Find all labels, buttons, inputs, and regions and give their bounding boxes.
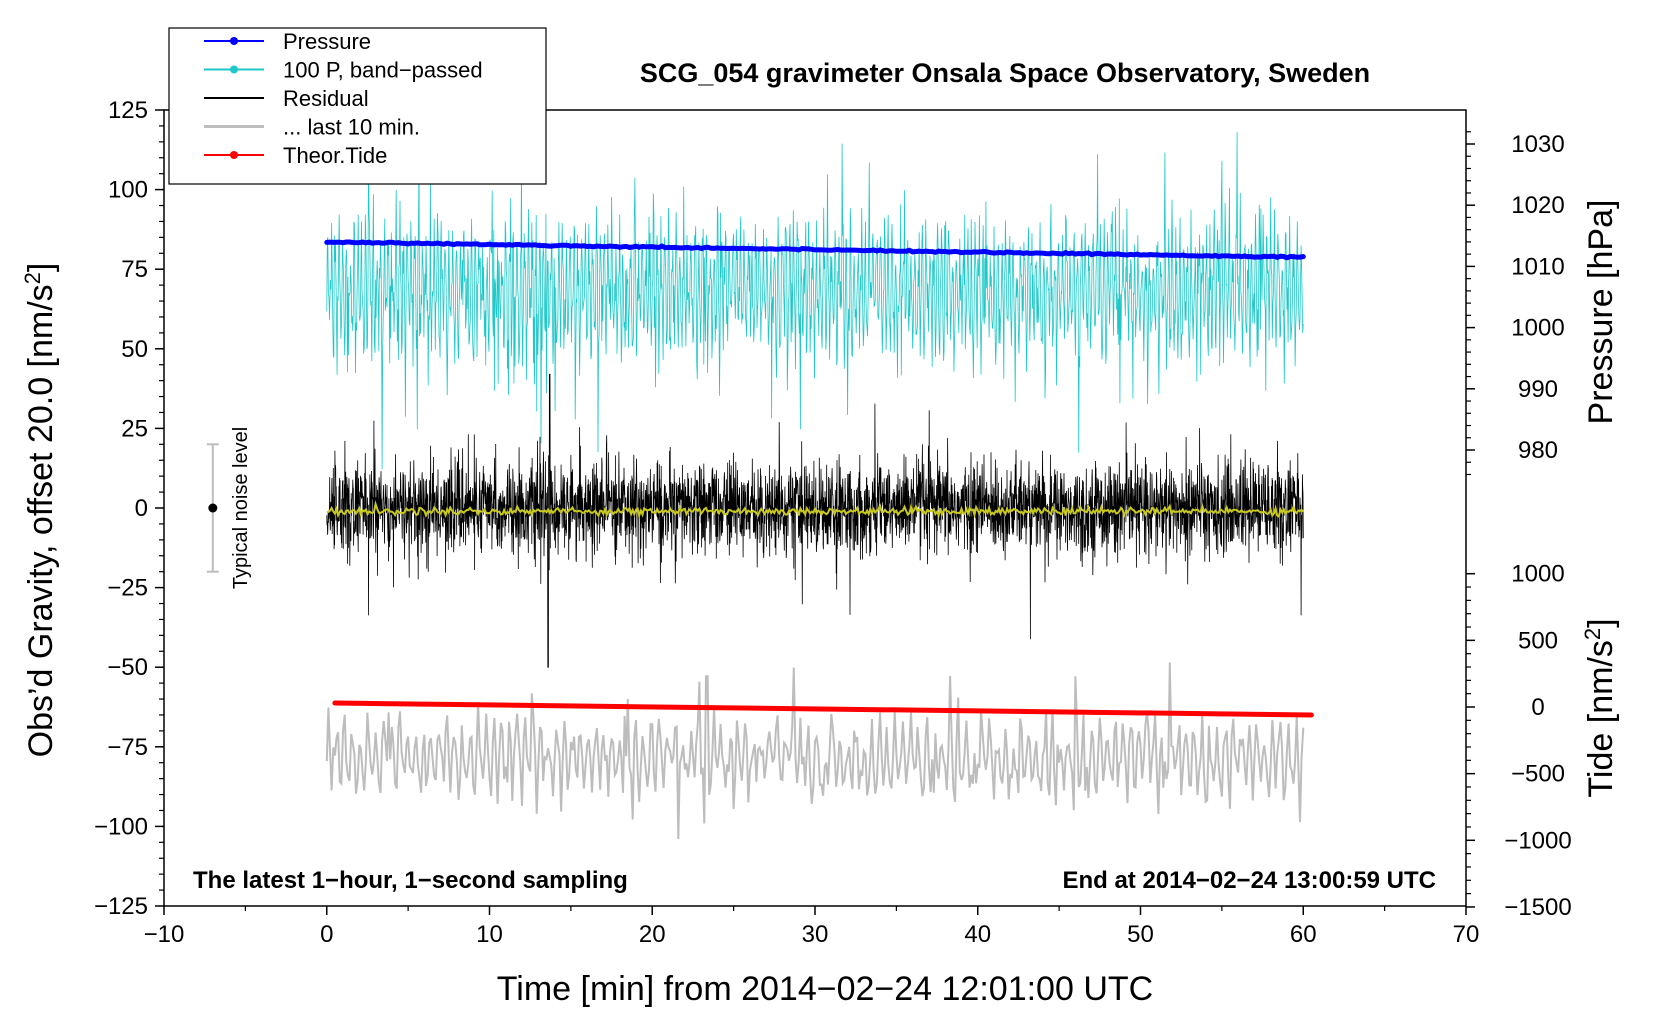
- noise-dot: [208, 503, 218, 513]
- tide-tick-label: −1500: [1504, 894, 1571, 921]
- annotation-sampling: The latest 1−hour, 1−second sampling: [193, 867, 628, 894]
- series-last-10-min: [325, 662, 1305, 840]
- x-tick-label: 30: [802, 921, 829, 948]
- y-tick-label: 125: [108, 97, 148, 124]
- chart-title: SCG_054 gravimeter Onsala Space Observat…: [640, 58, 1370, 88]
- tide-tick-label: 500: [1518, 627, 1558, 654]
- y-tick-label: −125: [94, 893, 148, 920]
- legend-label: ... last 10 min.: [283, 115, 420, 140]
- pressure-tick-label: 1030: [1511, 131, 1564, 158]
- y-tick-label: −50: [107, 654, 148, 681]
- series-residual-smoothed: [326, 500, 1305, 520]
- series-bandpassed-pressure: [326, 132, 1304, 470]
- legend-marker: [230, 65, 238, 74]
- data-layer: [324, 132, 1314, 840]
- annotation-end-time: End at 2014−02−24 13:00:59 UTC: [1062, 867, 1436, 894]
- y-axis-label-text: Obs’d Gravity, offset 20.0 [nm/s: [22, 284, 60, 757]
- series-pressure: [324, 239, 1306, 261]
- y-axis-label-close: ]: [22, 263, 60, 272]
- x-tick-label: 70: [1453, 921, 1480, 948]
- y-axis-label-tide: Tide [nm/s2]: [1580, 618, 1620, 797]
- pressure-tick-label: 990: [1518, 376, 1558, 403]
- x-tick-label: 50: [1127, 921, 1154, 948]
- axes-layer: −10 0 10 20 30 40 50 60 701251007550250−25−50−75…: [94, 97, 1572, 948]
- y-axis-label-tide-text: Tide [nm/s: [1582, 640, 1620, 797]
- pressure-tick-label: 1020: [1511, 192, 1564, 219]
- y-tick-label: 25: [121, 415, 148, 442]
- tide-tick-label: 0: [1531, 694, 1544, 721]
- x-tick-label: 60: [1290, 921, 1317, 948]
- series-residual: [326, 373, 1304, 668]
- y-tick-label: −75: [107, 734, 148, 761]
- legend-marker: [230, 37, 238, 45]
- y-axis-label-left: Obs’d Gravity, offset 20.0 [nm/s2]: [20, 263, 60, 758]
- noise-level-indicator: Typical noise level: [206, 427, 252, 589]
- y-axis-label-sup: 2: [20, 272, 45, 284]
- x-tick-label: −10: [144, 921, 185, 948]
- x-tick-label: 40: [964, 921, 991, 948]
- y-axis-label-pressure: Pressure [hPa]: [1582, 200, 1620, 425]
- legend-label: Theor.Tide: [283, 143, 387, 168]
- x-tick-label: 0: [320, 921, 333, 948]
- y-tick-label: −25: [107, 575, 148, 602]
- legend-label: 100 P, band−passed: [283, 58, 483, 83]
- legend: Pressure 100 P, band−passed Residual ... la…: [168, 27, 547, 185]
- legend-label: Residual: [283, 86, 369, 111]
- x-axis-label: Time [min] from 2014−02−24 12:01:00 UTC: [497, 970, 1153, 1008]
- y-tick-label: 50: [121, 336, 148, 363]
- noise-level-label: Typical noise level: [230, 427, 252, 589]
- y-axis-label-tide-sup: 2: [1580, 628, 1605, 640]
- y-axis-label-tide-close: ]: [1582, 618, 1620, 627]
- tide-tick-label: −1000: [1504, 827, 1571, 854]
- tide-tick-label: −500: [1511, 761, 1565, 788]
- legend-marker: [230, 151, 238, 159]
- pressure-tick-label: 1000: [1511, 315, 1564, 342]
- series-theor-tide: [332, 700, 1314, 718]
- y-tick-label: 75: [121, 256, 148, 283]
- pressure-tick-label: 980: [1518, 437, 1558, 464]
- legend-label: Pressure: [283, 29, 371, 54]
- y-tick-label: 100: [108, 177, 148, 204]
- x-tick-label: 10: [476, 921, 503, 948]
- x-tick-label: 20: [639, 921, 666, 948]
- tide-tick-label: 1000: [1511, 561, 1564, 588]
- pressure-tick-label: 1010: [1511, 253, 1564, 280]
- y-tick-label: −100: [94, 813, 148, 840]
- y-tick-label: 0: [135, 495, 148, 522]
